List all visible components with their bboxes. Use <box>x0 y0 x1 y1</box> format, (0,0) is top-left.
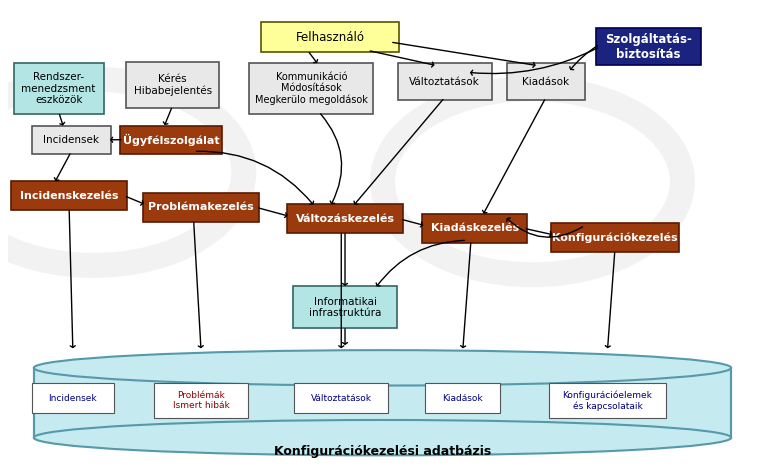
FancyBboxPatch shape <box>287 204 403 233</box>
FancyBboxPatch shape <box>506 63 585 100</box>
FancyBboxPatch shape <box>155 383 248 418</box>
Text: Problémakezelés: Problémakezelés <box>148 202 254 212</box>
Ellipse shape <box>34 350 731 386</box>
Text: Konfigurációelemek
és kapcsolataik: Konfigurációelemek és kapcsolataik <box>562 390 653 411</box>
Text: Incidensek: Incidensek <box>48 394 97 403</box>
FancyBboxPatch shape <box>11 181 127 210</box>
FancyBboxPatch shape <box>32 126 111 154</box>
FancyBboxPatch shape <box>125 62 220 108</box>
Text: Problémák
Ismert hibák: Problémák Ismert hibák <box>173 391 230 410</box>
FancyBboxPatch shape <box>143 193 259 222</box>
FancyBboxPatch shape <box>596 28 701 65</box>
FancyBboxPatch shape <box>120 126 222 154</box>
Text: Konfigurációkezelés: Konfigurációkezelés <box>552 232 678 243</box>
FancyBboxPatch shape <box>261 22 399 52</box>
FancyBboxPatch shape <box>552 223 679 252</box>
Text: Szolgáltatás-
biztosítás: Szolgáltatás- biztosítás <box>605 33 692 61</box>
Text: Incidenskezelés: Incidenskezelés <box>20 190 119 200</box>
FancyBboxPatch shape <box>398 63 492 100</box>
Text: Kiadások: Kiadások <box>442 394 483 403</box>
Text: Kiadáskezelés: Kiadáskezelés <box>431 223 519 233</box>
FancyBboxPatch shape <box>295 383 388 413</box>
Text: Kérés
Hibabejelentés: Kérés Hibabejelentés <box>134 74 212 96</box>
Ellipse shape <box>34 420 731 456</box>
Text: Kommunikáció
Módosítások
Megkerülo megoldások: Kommunikáció Módosítások Megkerülo megol… <box>255 72 368 105</box>
Text: Változáskezelés: Változáskezelés <box>295 214 395 224</box>
Text: Változtatások: Változtatások <box>409 76 480 86</box>
Text: Változtatások: Változtatások <box>311 394 372 403</box>
FancyBboxPatch shape <box>292 286 398 328</box>
FancyBboxPatch shape <box>425 383 500 413</box>
Text: Incidensek: Incidensek <box>44 135 99 145</box>
Text: Informatikai
infrastruktúra: Informatikai infrastruktúra <box>309 296 381 318</box>
FancyBboxPatch shape <box>14 63 103 114</box>
Text: Rendszer-
menedzsment
eszközök: Rendszer- menedzsment eszközök <box>21 72 96 105</box>
Text: Konfigurációkezelési adatbázis: Konfigurációkezelési adatbázis <box>274 445 491 458</box>
FancyBboxPatch shape <box>249 63 373 114</box>
FancyBboxPatch shape <box>422 214 527 243</box>
FancyBboxPatch shape <box>31 383 114 413</box>
Text: Ügyfélszolgálat: Ügyfélszolgálat <box>122 133 220 146</box>
FancyBboxPatch shape <box>549 383 666 418</box>
FancyBboxPatch shape <box>34 368 731 437</box>
Text: Felhasználó: Felhasználó <box>295 31 364 44</box>
Text: Kiadások: Kiadások <box>522 76 569 86</box>
